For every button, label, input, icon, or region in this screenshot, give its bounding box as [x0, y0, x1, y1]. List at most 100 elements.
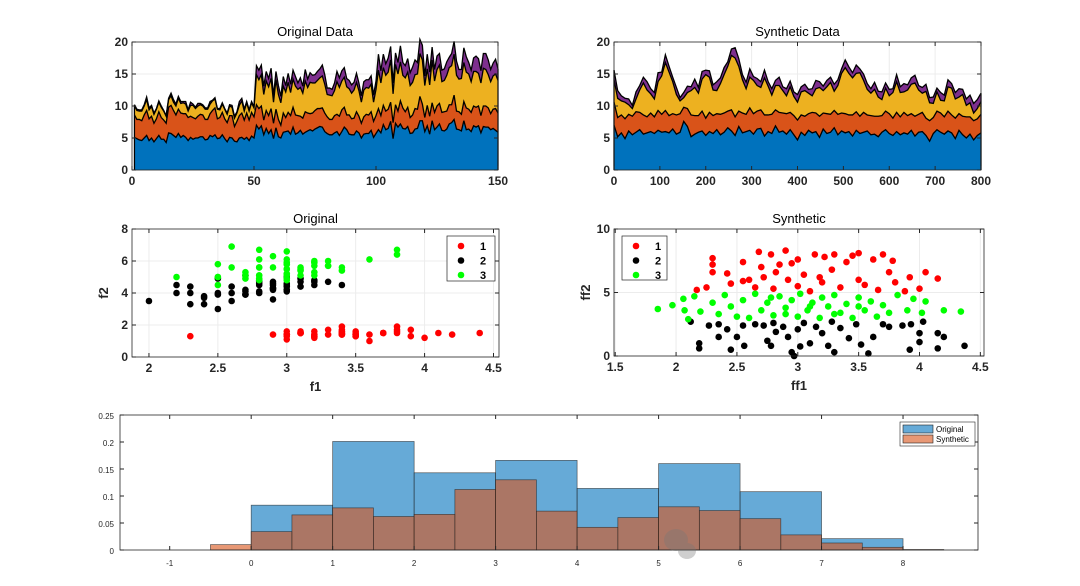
scatter-point	[366, 256, 373, 263]
histogram-bar	[739, 518, 782, 551]
x-tick-label: 6	[738, 559, 743, 568]
histogram-bar	[821, 542, 863, 551]
scatter-point	[739, 296, 747, 304]
x-tick-label: 8	[901, 559, 906, 568]
x-tick-label: -1	[166, 559, 174, 568]
original-data-chart: 0 50 100 150 0 5 10 15 20 Original Data	[115, 24, 509, 188]
x-tick-label: 200	[696, 174, 716, 188]
scatter-point	[757, 306, 765, 314]
x-tick-label: 500	[833, 174, 853, 188]
histogram-bar	[210, 544, 252, 551]
scatter-point	[794, 313, 802, 320]
scatter-point	[794, 256, 802, 263]
y-tick-label: 0.25	[98, 412, 114, 421]
histogram-bar	[454, 489, 496, 551]
legend-marker	[632, 257, 640, 264]
scatter-point	[228, 283, 235, 290]
scatter-point	[283, 286, 291, 294]
area-layer-4	[134, 39, 498, 119]
x-tick-label: 1	[330, 559, 335, 568]
chart-title: Synthetic Data	[755, 24, 840, 39]
area-layer-3	[614, 55, 981, 121]
scatter-point	[654, 305, 662, 313]
area-boundary-2	[133, 94, 499, 129]
axes-box	[613, 41, 982, 171]
x-tick-label: 0	[611, 174, 618, 188]
scatter-point	[366, 331, 373, 338]
scatter-point	[393, 323, 401, 330]
y-tick-label: 5	[603, 131, 610, 145]
x-tick-label: 0	[249, 559, 254, 568]
scatter-point	[338, 267, 346, 274]
scatter-point	[693, 286, 701, 294]
scatter-point	[691, 293, 698, 300]
x-tick-label: 2	[146, 361, 153, 375]
scatter-point	[228, 264, 235, 271]
scatter-point	[837, 324, 844, 332]
scatter-point	[283, 272, 291, 279]
scatter-point	[269, 264, 277, 271]
axes-frame: 2 2.5 3 3.5 4 4.5 0 2 4 6 8	[121, 222, 502, 375]
x-tick-label: 3.5	[347, 361, 364, 375]
scatter-point	[145, 297, 153, 305]
scatter-point	[901, 287, 909, 295]
legend-marker	[457, 271, 465, 279]
legend-marker	[632, 271, 640, 279]
scatter-point	[703, 284, 710, 291]
area-layer-2	[614, 102, 981, 142]
legend[interactable]: 1 2 3	[621, 235, 668, 282]
y-tick-label: 0.15	[98, 466, 114, 475]
scatter-point	[709, 299, 716, 306]
scatter-point	[283, 256, 291, 263]
x-tick-label: 700	[925, 174, 945, 188]
legend-marker	[457, 257, 465, 264]
area-boundary-3	[613, 54, 982, 115]
scatter-point	[919, 318, 927, 326]
y-tick-label: 10	[597, 99, 611, 113]
legend-label: Synthetic	[936, 435, 969, 444]
y-tick-label: 10	[115, 99, 129, 113]
scatter-point	[865, 350, 872, 357]
axes-frame: 1.5 2 2.5 3 3.5 4 4.5 0 5 10	[597, 222, 989, 374]
scatter-point	[751, 284, 759, 291]
axes-frame: 0 100 200 300 400 500 600 700 800 0 5 10 15 20	[597, 35, 992, 188]
scatter-point	[770, 285, 777, 292]
x-axis-label: ff1	[791, 378, 807, 393]
x-tick-label: 50	[247, 174, 261, 188]
scatter-point	[828, 266, 836, 273]
y-tick-label: 0	[110, 547, 115, 556]
scatter-point	[407, 332, 415, 340]
histogram-bar	[861, 546, 904, 551]
x-tick-label: 150	[488, 174, 508, 188]
scatter-point	[891, 279, 899, 286]
scatter-point	[709, 254, 716, 262]
scatter-point	[812, 323, 820, 331]
scatter-point	[705, 322, 713, 329]
wechat-logo-icon	[664, 529, 688, 551]
scatter-point	[957, 308, 965, 315]
synthetic-data-chart: 0 100 200 300 400 500 600 700 800 0 5 10 15 20 Synthet…	[597, 24, 992, 188]
legend-label: 3	[480, 270, 486, 282]
scatter-point	[739, 277, 747, 285]
legend-label: 1	[480, 241, 486, 253]
scatter-point	[830, 310, 838, 318]
chart-title: Original Data	[277, 24, 354, 39]
scatter-point	[824, 303, 832, 310]
scatter-point	[255, 288, 263, 295]
scatter-point	[821, 253, 828, 261]
scatter-point	[760, 322, 768, 329]
scatter-point	[922, 268, 929, 276]
legend-label: 3	[655, 270, 661, 282]
x-tick-label: 400	[787, 174, 807, 188]
scatter-point	[739, 322, 747, 329]
legend[interactable]: 1 2 3	[446, 235, 496, 282]
scatter-point	[407, 326, 415, 334]
scatter-point	[782, 304, 789, 312]
scatter-point	[727, 280, 735, 287]
scatter-point	[922, 298, 929, 305]
scatter-point	[849, 252, 856, 259]
area-layer-4	[614, 47, 981, 114]
x-tick-label: 2.5	[210, 361, 227, 375]
